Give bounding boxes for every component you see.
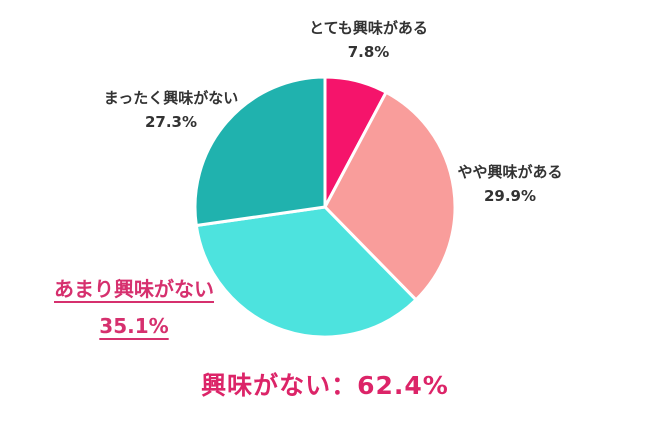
slice-label-value: 35.1% bbox=[99, 314, 169, 338]
pie-slice-2 bbox=[194, 205, 418, 339]
summary-annotation: 興味がない：62.4% bbox=[201, 371, 449, 400]
slice-label-not-interested-at-all: まったく興味がない 27.3% bbox=[90, 86, 252, 134]
pie-slice-1 bbox=[323, 90, 457, 302]
slice-label-value: 29.9% bbox=[483, 187, 537, 205]
slice-label-text: とても興味がある bbox=[309, 19, 428, 37]
slice-label-very-interested: とても興味がある 7.8% bbox=[281, 16, 456, 64]
slice-label-value: 27.3% bbox=[144, 113, 198, 131]
slice-label-text: あまり興味がない bbox=[54, 277, 214, 301]
slice-label-not-very-interested: あまり興味がない 35.1% bbox=[40, 271, 228, 345]
slice-label-text: やや興味がある bbox=[457, 163, 563, 181]
slice-label-somewhat-interested: やや興味がある 29.9% bbox=[450, 160, 570, 208]
slice-label-value: 7.8% bbox=[347, 43, 390, 61]
slice-label-text: まったく興味がない bbox=[103, 89, 239, 107]
pie-slice-3 bbox=[193, 75, 327, 227]
